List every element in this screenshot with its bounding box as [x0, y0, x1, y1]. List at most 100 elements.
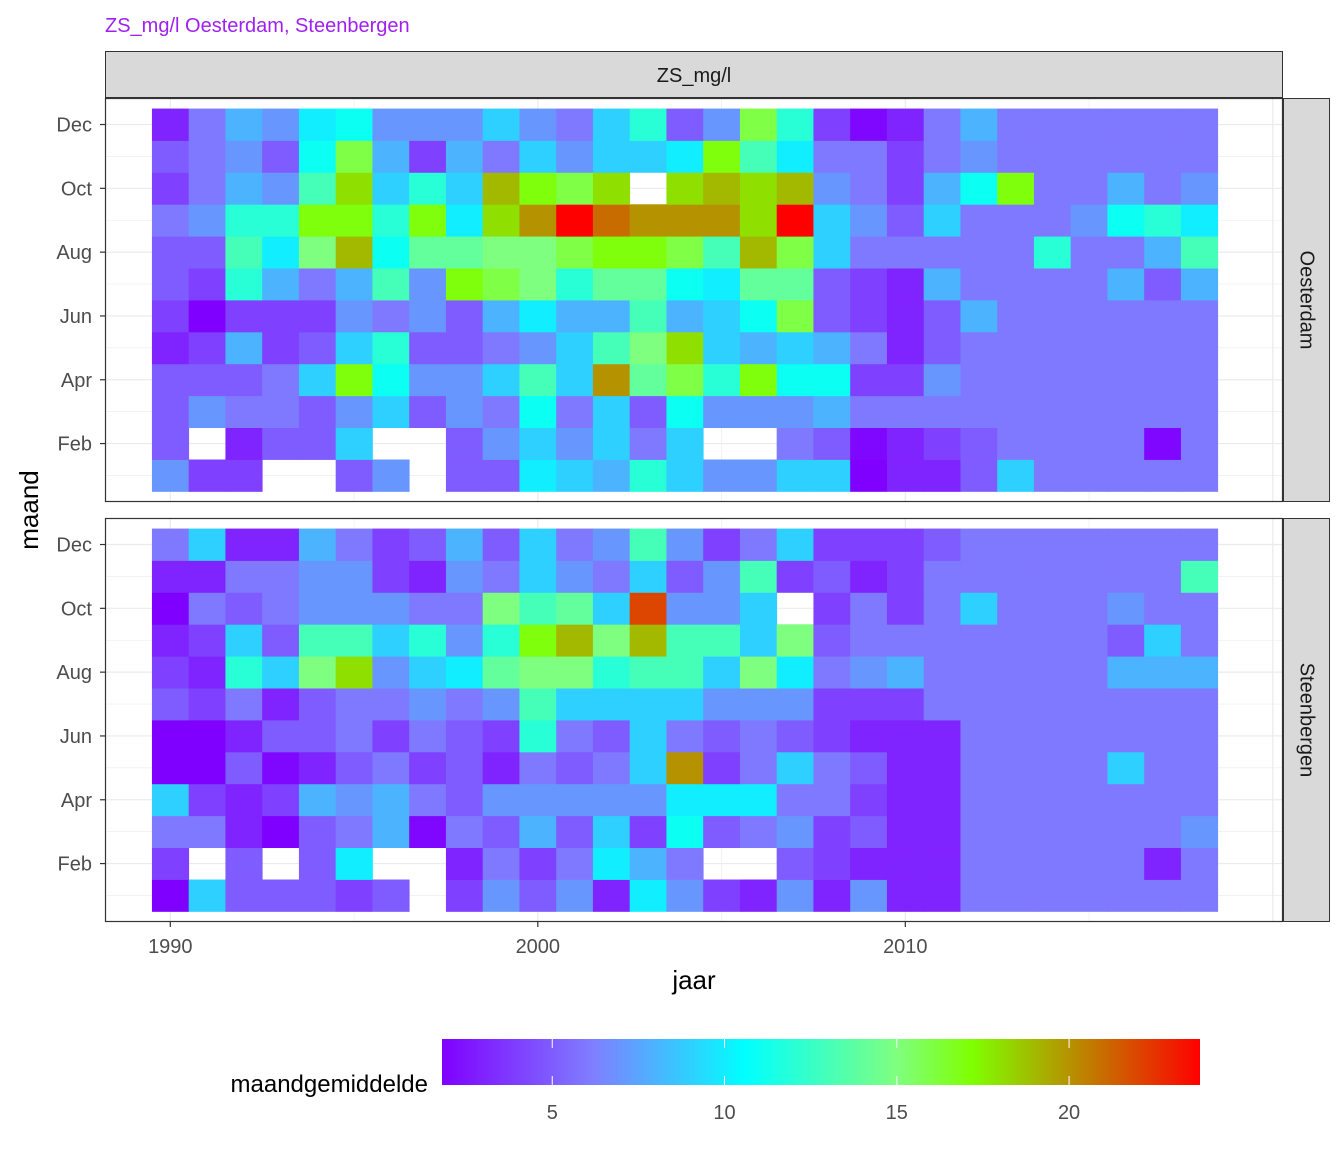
- heat-tile: [372, 108, 410, 141]
- heat-tile: [739, 140, 778, 173]
- heat-tile: [886, 300, 925, 333]
- heat-tile: [666, 108, 704, 141]
- colorbar-tick-label: 15: [886, 1102, 908, 1124]
- heat-tile: [850, 140, 888, 173]
- heat-tile: [1107, 656, 1145, 689]
- heat-tile: [666, 656, 704, 689]
- heat-tile: [813, 592, 851, 625]
- heat-tile: [629, 847, 667, 880]
- heat-tile: [519, 656, 557, 689]
- heat-tile: [739, 720, 778, 753]
- heat-tile: [335, 624, 373, 657]
- heat-tile: [703, 236, 741, 269]
- heat-tile: [1107, 560, 1145, 593]
- heat-tile: [1144, 331, 1182, 365]
- heat-tile: [409, 528, 447, 561]
- heat-tile: [1144, 363, 1182, 397]
- heat-tile: [188, 560, 226, 593]
- y-tick-label: Dec: [56, 115, 92, 137]
- heat-tile: [1070, 592, 1108, 625]
- heat-tile: [997, 140, 1035, 173]
- heat-tile: [556, 879, 594, 912]
- heat-tile: [1180, 783, 1219, 817]
- heat-tile: [739, 751, 778, 785]
- heat-tile: [739, 528, 778, 561]
- heat-tile: [850, 751, 888, 785]
- heat-tile: [445, 172, 484, 205]
- heat-tile: [151, 300, 190, 333]
- heat-tile: [813, 427, 851, 460]
- heat-tile: [813, 459, 851, 492]
- heat-tile: [776, 528, 814, 561]
- heat-tile: [923, 236, 961, 269]
- heat-tile: [739, 172, 778, 205]
- heat-tile: [482, 204, 520, 237]
- heat-tile: [666, 236, 704, 269]
- heat-tile: [151, 363, 190, 397]
- heat-tile: [298, 172, 337, 205]
- heat-tile: [813, 172, 851, 205]
- heat-tile: [556, 459, 594, 492]
- heat-tile: [997, 427, 1035, 460]
- heat-tile: [151, 688, 190, 721]
- colorbar-title: maandgemiddelde: [231, 1071, 428, 1098]
- heat-tile: [776, 268, 814, 301]
- panel-strip: [1283, 518, 1330, 922]
- heat-tile: [813, 204, 851, 237]
- heat-tile: [556, 656, 594, 689]
- heat-tile: [298, 815, 337, 849]
- heat-tile: [556, 624, 594, 657]
- heat-tile: [519, 363, 557, 397]
- heat-tile: [592, 236, 631, 269]
- heat-tile: [298, 268, 337, 301]
- heat-tile: [997, 560, 1035, 593]
- heat-tile: [151, 656, 190, 689]
- colorbar: [442, 1039, 1200, 1085]
- heat-tile: [1180, 204, 1219, 237]
- heat-tile: [1180, 560, 1219, 593]
- x-tick-label: 2000: [516, 936, 561, 958]
- panel-strip-label: Oesterdam: [1296, 251, 1318, 350]
- heat-tile: [592, 108, 631, 141]
- y-tick-label: Oct: [61, 598, 93, 620]
- heat-tile: [556, 172, 594, 205]
- heat-tile: [629, 815, 667, 849]
- heat-tile: [1107, 459, 1145, 492]
- heat-tile: [813, 300, 851, 333]
- heat-tile: [1144, 847, 1182, 880]
- heat-tile: [151, 560, 190, 593]
- heat-tile: [556, 268, 594, 301]
- heat-tile: [813, 108, 851, 141]
- heat-tile: [739, 783, 778, 817]
- heat-tile: [1033, 236, 1072, 269]
- heat-tile: [482, 592, 520, 625]
- top-strip-label: ZS_mg/l: [657, 65, 731, 87]
- heat-tile: [850, 847, 888, 880]
- heat-tile: [519, 204, 557, 237]
- heat-tile: [298, 592, 337, 625]
- heat-tile: [445, 363, 484, 397]
- heat-tile: [923, 815, 961, 849]
- heat-tile: [372, 783, 410, 817]
- heat-tile: [850, 624, 888, 657]
- heat-tile: [519, 108, 557, 141]
- heat-tile: [556, 204, 594, 237]
- heat-tile: [335, 459, 373, 492]
- heat-tile: [298, 688, 337, 721]
- heat-tile: [262, 140, 300, 173]
- heat-tile: [703, 363, 741, 397]
- panel-border: [104, 517, 1284, 923]
- heat-tile: [997, 528, 1035, 561]
- heat-tile: [850, 656, 888, 689]
- heat-tile: [703, 268, 741, 301]
- heat-tile: [519, 395, 557, 429]
- heat-tile: [335, 528, 373, 561]
- heat-tile: [262, 720, 300, 753]
- heat-tile: [776, 140, 814, 173]
- heat-tile: [1070, 268, 1108, 301]
- heat-tile: [1070, 783, 1108, 817]
- heat-tile: [703, 751, 741, 785]
- panel-border: [104, 97, 1284, 503]
- heat-tile: [519, 172, 557, 205]
- heat-tile: [1180, 815, 1219, 849]
